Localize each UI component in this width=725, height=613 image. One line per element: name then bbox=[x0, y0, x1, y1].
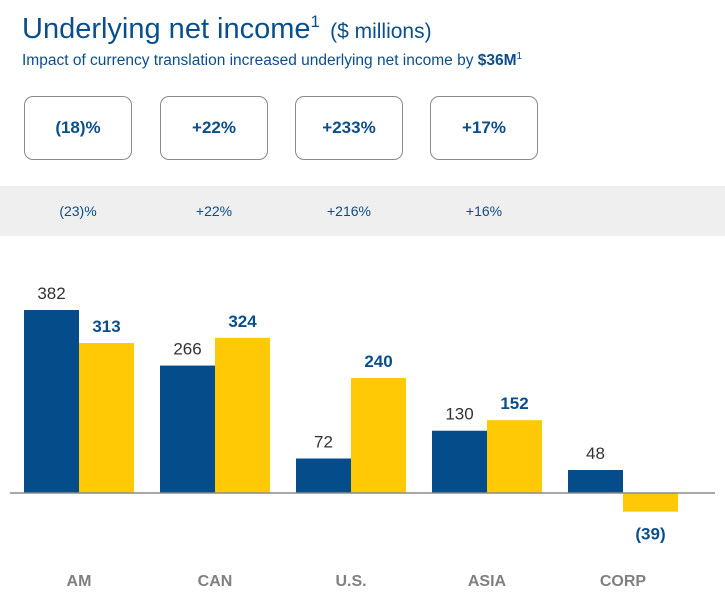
growth-box-us: +233% bbox=[295, 96, 403, 160]
data-label-corp-series1: 48 bbox=[586, 444, 605, 463]
category-label-us: U.S. bbox=[335, 573, 366, 590]
subtitle-footnote-marker: 1 bbox=[516, 51, 523, 62]
constant-currency-am: (23)% bbox=[59, 203, 97, 219]
data-label-am-series2: 313 bbox=[92, 317, 120, 336]
bar-am-series1 bbox=[24, 310, 79, 493]
title-text: Underlying net income bbox=[22, 13, 311, 45]
chart-subtitle: Impact of currency translation increased… bbox=[22, 51, 522, 70]
data-label-asia-series2: 152 bbox=[500, 394, 528, 413]
title-units: ($ millions) bbox=[330, 20, 432, 43]
category-label-am: AM bbox=[67, 573, 92, 590]
growth-box-asia: +17% bbox=[430, 96, 538, 160]
subtitle-text: Impact of currency translation increased… bbox=[22, 52, 478, 69]
data-label-us-series2: 240 bbox=[364, 352, 392, 371]
subtitle-value: $36M bbox=[477, 52, 517, 69]
data-label-can-series2: 324 bbox=[228, 312, 257, 331]
constant-currency-us: +216% bbox=[327, 203, 371, 219]
title-footnote-marker: 1 bbox=[310, 12, 321, 31]
bar-am-series2 bbox=[79, 343, 134, 493]
bar-asia-series1 bbox=[432, 430, 487, 493]
bar-asia-series2 bbox=[487, 420, 542, 493]
data-label-can-series1: 266 bbox=[173, 340, 201, 359]
category-label-corp: CORP bbox=[600, 573, 647, 590]
constant-currency-band bbox=[0, 186, 725, 236]
bar-can-series1 bbox=[160, 365, 215, 493]
bar-can-series2 bbox=[215, 337, 270, 493]
bar-corp-series1 bbox=[568, 470, 623, 493]
chart-title: Underlying net income1 ($ millions) bbox=[22, 12, 432, 46]
constant-currency-asia: +16% bbox=[465, 203, 503, 219]
bar-us-series1 bbox=[296, 458, 351, 493]
growth-box-am: (18)% bbox=[24, 96, 132, 160]
data-label-us-series1: 72 bbox=[314, 433, 333, 452]
bar-corp-series2 bbox=[623, 493, 678, 512]
data-label-corp-series2: (39) bbox=[635, 525, 665, 544]
constant-currency-can: +22% bbox=[195, 203, 233, 219]
category-label-asia: ASIA bbox=[468, 573, 507, 590]
data-label-am-series1: 382 bbox=[37, 284, 65, 303]
growth-box-can: +22% bbox=[160, 96, 268, 160]
data-label-asia-series1: 130 bbox=[445, 405, 473, 424]
category-label-can: CAN bbox=[198, 573, 233, 590]
bar-us-series2 bbox=[351, 378, 406, 493]
